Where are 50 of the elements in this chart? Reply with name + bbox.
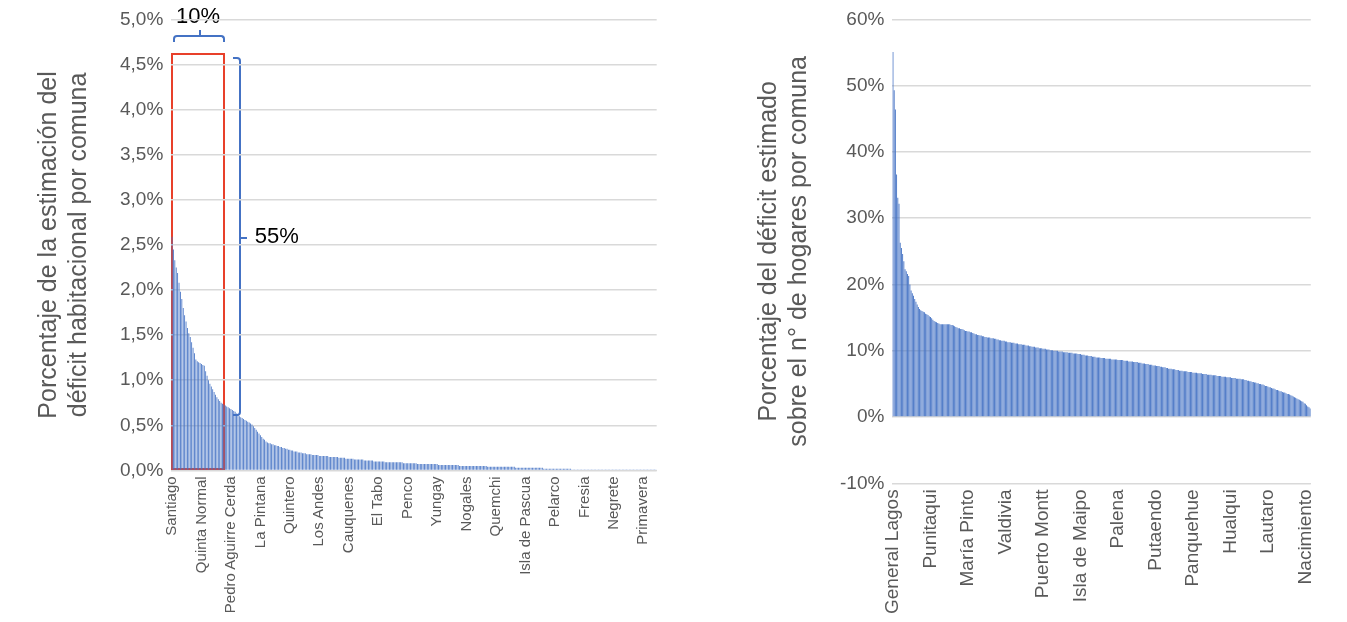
- x-tick-label: Lautaro: [1256, 489, 1278, 554]
- x-tick-label: Nogales: [456, 476, 474, 532]
- x-tick-label: Pelarco: [545, 476, 563, 528]
- y-tick-label: 1,0%: [119, 368, 164, 390]
- x-tick-label: Quemchi: [486, 476, 504, 537]
- y-tick-label: 10%: [846, 339, 885, 361]
- x-tick-label: Quinta Normal: [191, 476, 209, 574]
- y-tick-label: 2,0%: [119, 278, 164, 300]
- x-tick-label: Pedro Aguirre Cerda: [221, 475, 239, 614]
- x-tick-label: Palena: [1106, 488, 1128, 549]
- x-tick-label: Negrete: [604, 476, 622, 530]
- x-tick-label: Nacimiento: [1293, 489, 1315, 585]
- x-tick-label: Santiago: [162, 476, 180, 536]
- x-tick-label: Valdivia: [993, 488, 1015, 555]
- y-tick-label: 0,5%: [119, 413, 164, 435]
- x-tick-label: Los Andes: [309, 476, 327, 547]
- x-tick-label: Putaendo: [1143, 489, 1165, 571]
- x-tick-label: El Tabo: [368, 476, 386, 527]
- x-tick-label: Isla de Maipo: [1068, 489, 1090, 603]
- x-tick-label: La Pintana: [250, 475, 268, 549]
- y-tick-label: 3,5%: [119, 142, 164, 164]
- y-tick-label: 4,5%: [119, 52, 164, 74]
- y-tick-label: 5,0%: [119, 7, 164, 29]
- y-tick-label: 3,0%: [119, 188, 164, 210]
- annotation: 10%: [175, 3, 221, 29]
- y-axis-title: Porcentaje del déficit estimado sobre el n° de hogares por comuna: [752, 55, 811, 447]
- x-tick-label: Hualqui: [1218, 489, 1240, 554]
- y-tick-label: 4,0%: [119, 97, 164, 119]
- x-tick-label: Yungay: [427, 475, 445, 527]
- x-tick-label: Punitaqui: [918, 489, 940, 569]
- x-tick-label: María Pinto: [956, 489, 978, 587]
- annotation: 55%: [254, 222, 299, 249]
- y-tick-label: 50%: [846, 73, 885, 95]
- y-tick-label: 0,0%: [119, 458, 164, 480]
- y-tick-label: 30%: [846, 206, 885, 228]
- y-tick-label: 40%: [846, 140, 885, 162]
- x-tick-label: Isla de Pascua: [515, 475, 533, 575]
- x-tick-label: Penco: [397, 476, 415, 519]
- y-tick-label: 2,5%: [119, 233, 164, 255]
- y-tick-label: 60%: [846, 7, 885, 29]
- x-tick-label: Fresia: [574, 475, 592, 519]
- y-axis-title: Porcentaje de la estimación del déficit habitacional por comuna: [32, 71, 91, 419]
- y-tick-label: 20%: [846, 272, 885, 294]
- y-tick-label: 1,5%: [119, 323, 164, 345]
- x-tick-label: Panquehue: [1181, 489, 1203, 587]
- x-tick-label: Cauquenes: [338, 476, 356, 554]
- x-tick-label: Primavera: [633, 475, 651, 545]
- x-tick-label: Quintero: [279, 476, 297, 534]
- y-tick-label: 0%: [856, 405, 885, 427]
- x-tick-label: Puerto Montt: [1031, 488, 1053, 599]
